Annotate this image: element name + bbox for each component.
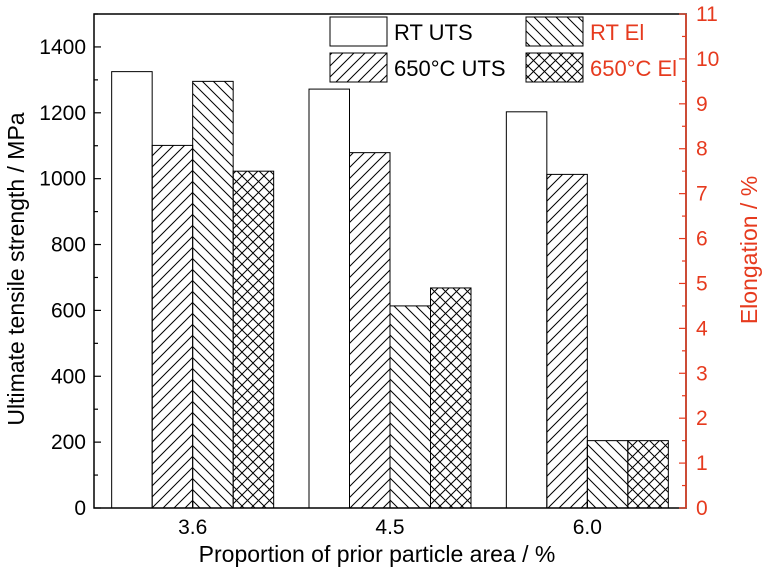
x-tick-label: 6.0 [573,516,602,539]
legend-label-rt-el: RT El [590,20,644,45]
x-tick-label: 3.6 [178,516,207,539]
legend-label-rt-uts: RT UTS [394,20,473,45]
left-axis: 0 200 400 600 800 1000 1200 1400 [39,14,101,520]
legend-swatch-rt-el [526,17,583,46]
bar-650-c-el-6-0 [628,441,669,508]
bar-650-c-el-3-6 [233,171,274,508]
chart: 0 200 400 600 800 1000 1200 1400 0 1 2 3 4 5 6 7 8 9 10 11… [0,0,768,578]
x-tick-label: 4.5 [375,516,404,539]
left-tick-label: 0 [74,497,86,520]
bar-rt-uts-4-5 [309,89,350,508]
right-tick-label: 1 [696,452,708,475]
right-tick-label: 7 [696,183,708,206]
legend-swatch-650-uts [330,53,387,82]
bar-rt-el-3-6 [193,81,234,508]
right-tick-label: 11 [696,3,718,26]
left-tick-label: 1000 [39,168,86,191]
right-tick-label: 3 [696,362,708,385]
left-tick-label: 1200 [39,102,86,125]
right-tick-label: 8 [696,138,708,161]
right-tick-label: 9 [696,93,708,116]
legend-swatch-650-el [526,53,583,82]
bar-650-c-uts-4-5 [350,153,391,508]
y-axis-title: Ultimate tensile strength / MPa [3,112,29,425]
x-axis-title: Proportion of prior particle area / % [199,541,556,567]
left-tick-label: 1400 [39,36,86,59]
right-tick-label: 5 [696,272,708,295]
left-tick-label: 400 [51,365,86,388]
bar-rt-uts-3-6 [112,72,152,508]
legend-label-650-uts: 650°C UTS [394,56,506,81]
left-tick-label: 200 [51,431,86,454]
left-tick-label: 600 [51,299,86,322]
legend-label-650-el: 650°C El [590,56,677,81]
bar-650-c-uts-6-0 [547,174,588,508]
left-tick-label: 800 [51,234,86,257]
legend-swatch-rt-uts [330,17,387,46]
right-tick-label: 4 [696,317,708,340]
right-tick-label: 0 [696,497,708,520]
bar-650-c-el-4-5 [431,288,472,508]
right-tick-label: 10 [696,48,719,71]
bar-rt-uts-6-0 [506,112,547,508]
y-axis-right-title: Elongation / % [736,176,762,324]
right-axis: 0 1 2 3 4 5 6 7 8 9 10 11 [679,3,719,520]
bar-rt-el-4-5 [390,306,431,508]
right-tick-label: 2 [696,407,708,430]
bar-650-c-uts-3-6 [152,145,193,508]
right-tick-label: 6 [696,228,708,251]
bar-rt-el-6-0 [587,441,628,508]
bars-layer [112,72,669,508]
legend: RT UTS 650°C UTS RT El 650°C El [330,17,677,82]
